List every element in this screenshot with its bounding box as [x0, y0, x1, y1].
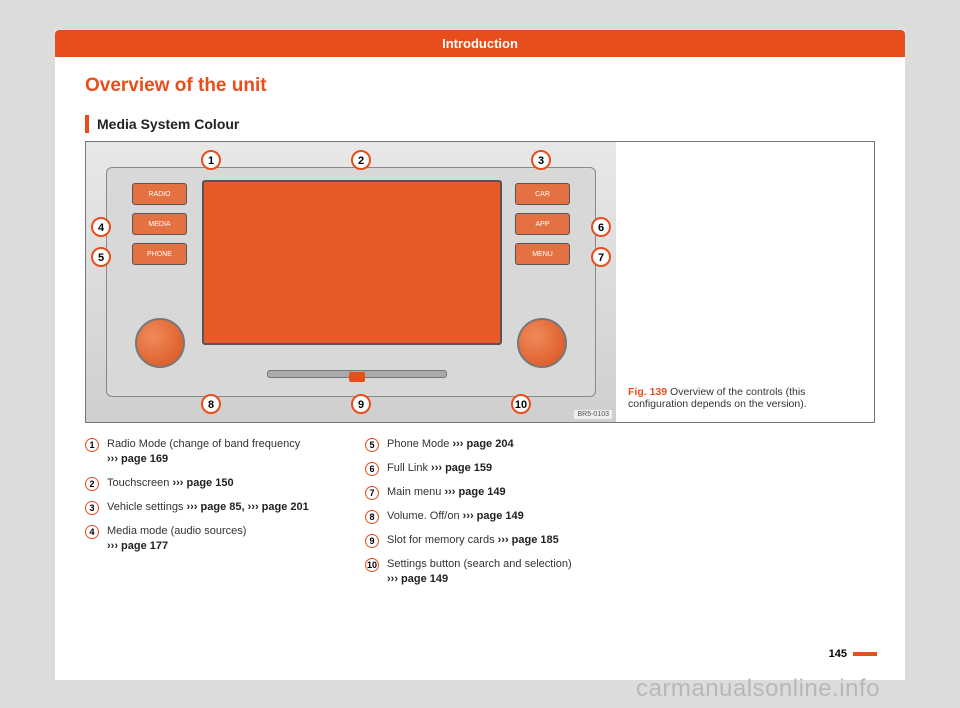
subtitle-accent-bar	[85, 115, 89, 133]
legend-number: 2	[85, 477, 99, 491]
subtitle: Media System Colour	[97, 116, 239, 132]
watermark: carmanualsonline.info	[636, 675, 880, 703]
page-reference: ››› page 204	[452, 438, 513, 450]
callout-7: 7	[591, 247, 611, 267]
legend-item: 8 Volume. Off/on ››› page 149	[365, 509, 615, 524]
legend-text: Media mode (audio sources) ››› page 177	[107, 524, 246, 554]
callout-9: 9	[351, 394, 371, 414]
callout-4: 4	[91, 217, 111, 237]
legend-item: 6 Full Link ››› page 159	[365, 461, 615, 476]
legend-text: Main menu ››› page 149	[387, 485, 506, 500]
legend-number: 7	[365, 486, 379, 500]
page-container: Introduction Overview of the unit Media …	[55, 30, 905, 680]
unit-body: RADIO MEDIA PHONE CAR APP MENU	[106, 167, 596, 397]
legend-item: 4 Media mode (audio sources) ››› page 17…	[85, 524, 335, 554]
app-button: APP	[515, 213, 570, 235]
page-reference: ››› page 85, ››› page 201	[187, 501, 309, 513]
legend-number: 1	[85, 438, 99, 452]
figure-number: Fig. 139	[628, 386, 667, 398]
page-reference: ››› page 185	[498, 534, 559, 546]
callout-5: 5	[91, 247, 111, 267]
callout-8: 8	[201, 394, 221, 414]
legend-column-2: 5 Phone Mode ››› page 204 6 Full Link ››…	[365, 437, 615, 596]
right-knob	[517, 318, 567, 368]
page-reference: ››› page 177	[107, 540, 168, 552]
callout-1: 1	[201, 150, 221, 170]
legend-number: 5	[365, 438, 379, 452]
subtitle-row: Media System Colour	[85, 115, 875, 133]
legend-text: Slot for memory cards ››› page 185	[387, 533, 559, 548]
callout-6: 6	[591, 217, 611, 237]
menu-button: MENU	[515, 243, 570, 265]
page-reference: ››› page 159	[431, 462, 492, 474]
radio-button: RADIO	[132, 183, 187, 205]
legend-text: Full Link ››› page 159	[387, 461, 492, 476]
legend-item: 10 Settings button (search and selection…	[365, 557, 615, 587]
legend-item: 5 Phone Mode ››› page 204	[365, 437, 615, 452]
media-button: MEDIA	[132, 213, 187, 235]
page-reference: ››› page 149	[387, 573, 448, 585]
legend-number: 9	[365, 534, 379, 548]
touchscreen	[202, 180, 502, 345]
legend-number: 6	[365, 462, 379, 476]
legend-number: 4	[85, 525, 99, 539]
car-button: CAR	[515, 183, 570, 205]
legend-number: 10	[365, 558, 379, 572]
page-number-bar	[853, 652, 877, 656]
page-content: Overview of the unit Media System Colour…	[55, 57, 905, 606]
page-reference: ››› page 169	[107, 453, 168, 465]
legend-item: 7 Main menu ››› page 149	[365, 485, 615, 500]
legend-item: 3 Vehicle settings ››› page 85, ››› page…	[85, 500, 335, 515]
legend-item: 1 Radio Mode (change of band frequency ›…	[85, 437, 335, 467]
legend-column-1: 1 Radio Mode (change of band frequency ›…	[85, 437, 335, 596]
page-number: 145	[829, 648, 877, 660]
page-title: Overview of the unit	[85, 75, 875, 97]
page-header: Introduction	[55, 30, 905, 57]
callout-3: 3	[531, 150, 551, 170]
legend-text: Radio Mode (change of band frequency ›››…	[107, 437, 300, 467]
legend-number: 3	[85, 501, 99, 515]
legend-item: 9 Slot for memory cards ››› page 185	[365, 533, 615, 548]
legend-number: 8	[365, 510, 379, 524]
legend-item: 2 Touchscreen ››› page 150	[85, 476, 335, 491]
image-code: BR5-0103	[574, 410, 612, 419]
page-reference: ››› page 150	[172, 477, 233, 489]
unit-illustration: RADIO MEDIA PHONE CAR APP MENU 1 2 3 4 5	[86, 142, 616, 422]
left-knob	[135, 318, 185, 368]
page-reference: ››› page 149	[463, 510, 524, 522]
legend-row: 1 Radio Mode (change of band frequency ›…	[85, 437, 875, 596]
page-reference: ››› page 149	[444, 486, 505, 498]
legend-text: Phone Mode ››› page 204	[387, 437, 514, 452]
figure-row: RADIO MEDIA PHONE CAR APP MENU 1 2 3 4 5	[85, 141, 875, 423]
callout-2: 2	[351, 150, 371, 170]
figure-caption: Fig. 139 Overview of the controls (this …	[616, 142, 874, 422]
legend-text: Vehicle settings ››› page 85, ››› page 2…	[107, 500, 309, 515]
legend-text: Volume. Off/on ››› page 149	[387, 509, 524, 524]
legend-text: Settings button (search and selection) ›…	[387, 557, 572, 587]
callout-10: 10	[511, 394, 531, 414]
legend-text: Touchscreen ››› page 150	[107, 476, 234, 491]
sd-indicator	[349, 372, 365, 382]
phone-button: PHONE	[132, 243, 187, 265]
